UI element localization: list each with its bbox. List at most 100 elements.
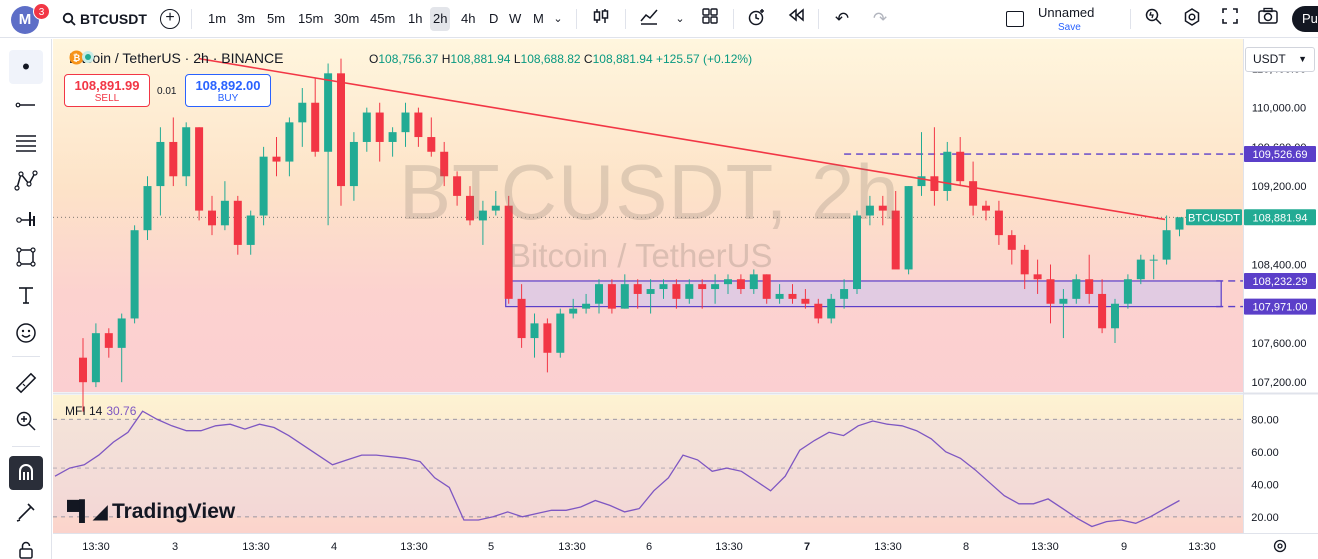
snapshot-camera-icon[interactable] [1256,7,1280,31]
quick-search-icon[interactable] [1143,7,1165,31]
timeframe-w[interactable]: W [509,11,522,26]
candle-type-icon[interactable] [590,7,612,31]
pencil-lock-icon[interactable] [9,495,43,529]
timeframe-1h[interactable]: 1h [408,11,423,26]
buy-button[interactable]: 108,892.00 BUY [185,74,271,107]
redo-icon[interactable]: ↷ [872,9,888,28]
timeframe-45m[interactable]: 45m [370,11,396,26]
symbol-tag-text: BTCUSDT [1188,212,1240,224]
svg-text:₿: ₿ [73,53,80,64]
candle-body [195,127,204,211]
timeframe-5m[interactable]: 5m [267,11,286,26]
time-tick-label: 13:30 [82,541,110,553]
price-tick-label: 107,200.00 [1251,377,1306,389]
forecasting-icon[interactable] [9,202,43,236]
toolbar-divider [1130,9,1131,29]
time-tick-label: 6 [646,541,652,553]
tradingview-logo: ▀▍◢ TradingView [67,499,235,524]
price-label-text: 108,881.94 [1252,212,1307,224]
indicators-icon[interactable] [637,7,661,31]
high-value: 108,881.94 [450,52,511,66]
candle-body [724,279,732,285]
chart-pane[interactable]: 110,400.00110,000.00109,600.00109,200.00… [53,39,1318,559]
candle-body [1059,298,1068,304]
lock-icon[interactable] [9,533,43,559]
toolbar-divider [625,9,626,29]
layout-grid-icon[interactable] [698,7,722,31]
low-value: 108,688.82 [520,52,581,66]
symbol-tag-box [1186,209,1242,226]
candle-body [1123,279,1132,304]
timeframe-3m[interactable]: 3m [237,11,256,26]
emoji-smile-icon[interactable] [9,316,43,350]
pattern-icon[interactable] [9,164,43,198]
layout-icon[interactable] [1006,11,1024,27]
open-value: 108,756.37 [378,52,439,66]
candle-body [324,73,333,152]
candle-body [814,303,823,319]
high-label: H [441,52,451,66]
chevron-down-icon: ▼ [1298,54,1307,64]
timeframe-15m[interactable]: 15m [298,11,324,26]
currency-select[interactable]: USDT ▼ [1245,47,1315,72]
timeframe-30m[interactable]: 30m [334,11,360,26]
price-chart-canvas[interactable]: 110,400.00110,000.00109,600.00109,200.00… [53,39,1318,559]
legend-symbol-text: Bitcoin / TetherUS · 2h · BINANCE [69,50,284,66]
mfi-pane-background [53,395,1243,533]
candle-body [104,333,113,348]
timeframe-d[interactable]: D [489,11,499,26]
zoom-in-icon[interactable] [9,404,43,438]
candle-body [466,195,474,221]
undo-icon[interactable]: ↶ [834,9,850,28]
candle-body [233,200,242,245]
candle-body [853,215,861,290]
timeframe-1m[interactable]: 1m [208,11,227,26]
time-tick-label: 8 [963,541,969,553]
timeframe-m[interactable]: M [533,11,544,26]
candle-body [220,200,229,226]
buy-label: BUY [217,93,239,104]
candle-body [595,284,603,304]
cursor-dot-icon[interactable]: • [9,50,43,84]
candle-body [1046,279,1055,304]
sell-button[interactable]: 108,891.99 SELL [64,74,150,107]
candle-body [1020,249,1029,275]
candle-body [182,127,191,177]
symbol-search-button[interactable]: BTCUSDT [62,7,147,31]
replay-icon[interactable] [785,7,807,31]
fullscreen-icon[interactable] [1219,7,1241,31]
compare-symbol-icon[interactable]: + [160,9,180,29]
search-icon [62,12,76,26]
candle-body [698,284,707,290]
candle-body [904,186,913,270]
shapes-icon[interactable] [9,240,43,274]
mfi-tick-label: 60.00 [1251,447,1279,459]
fib-retracement-icon[interactable] [9,126,43,160]
alert-clock-icon[interactable] [745,7,769,31]
legend-ohlc: O108,756.37 H108,881.94 L108,688.82 C108… [369,52,752,66]
timeframe-2h[interactable]: 2h [430,7,451,31]
candle-body [672,284,681,299]
candle-body [736,279,745,290]
text-tool-icon[interactable] [9,278,43,312]
market-open-status-icon [82,51,94,63]
settings-gear-icon[interactable] [1181,7,1203,31]
candle-body [659,284,668,290]
candle-body [246,215,255,245]
candle-body [272,156,281,162]
indicators-dropdown-chevron-icon[interactable]: ⌄ [675,13,685,25]
ruler-measure-icon[interactable] [9,366,43,400]
candle-body [504,205,513,299]
price-tick-label: 107,600.00 [1251,338,1306,350]
sell-price: 108,891.99 [74,78,140,93]
candle-body [607,284,616,309]
time-tick-label: 13:30 [558,541,586,553]
tradingview-wordmark: TradingView [111,500,236,523]
trend-line-icon[interactable] [9,88,43,122]
magnet-icon[interactable] [9,456,43,490]
timeframe-4h[interactable]: 4h [461,11,476,26]
layout-name[interactable]: Unnamed [1038,5,1095,20]
timeframe-dropdown-chevron-icon[interactable]: ⌄ [553,13,563,25]
notification-badge: 3 [33,3,50,20]
publish-button[interactable]: Pu [1292,6,1318,32]
